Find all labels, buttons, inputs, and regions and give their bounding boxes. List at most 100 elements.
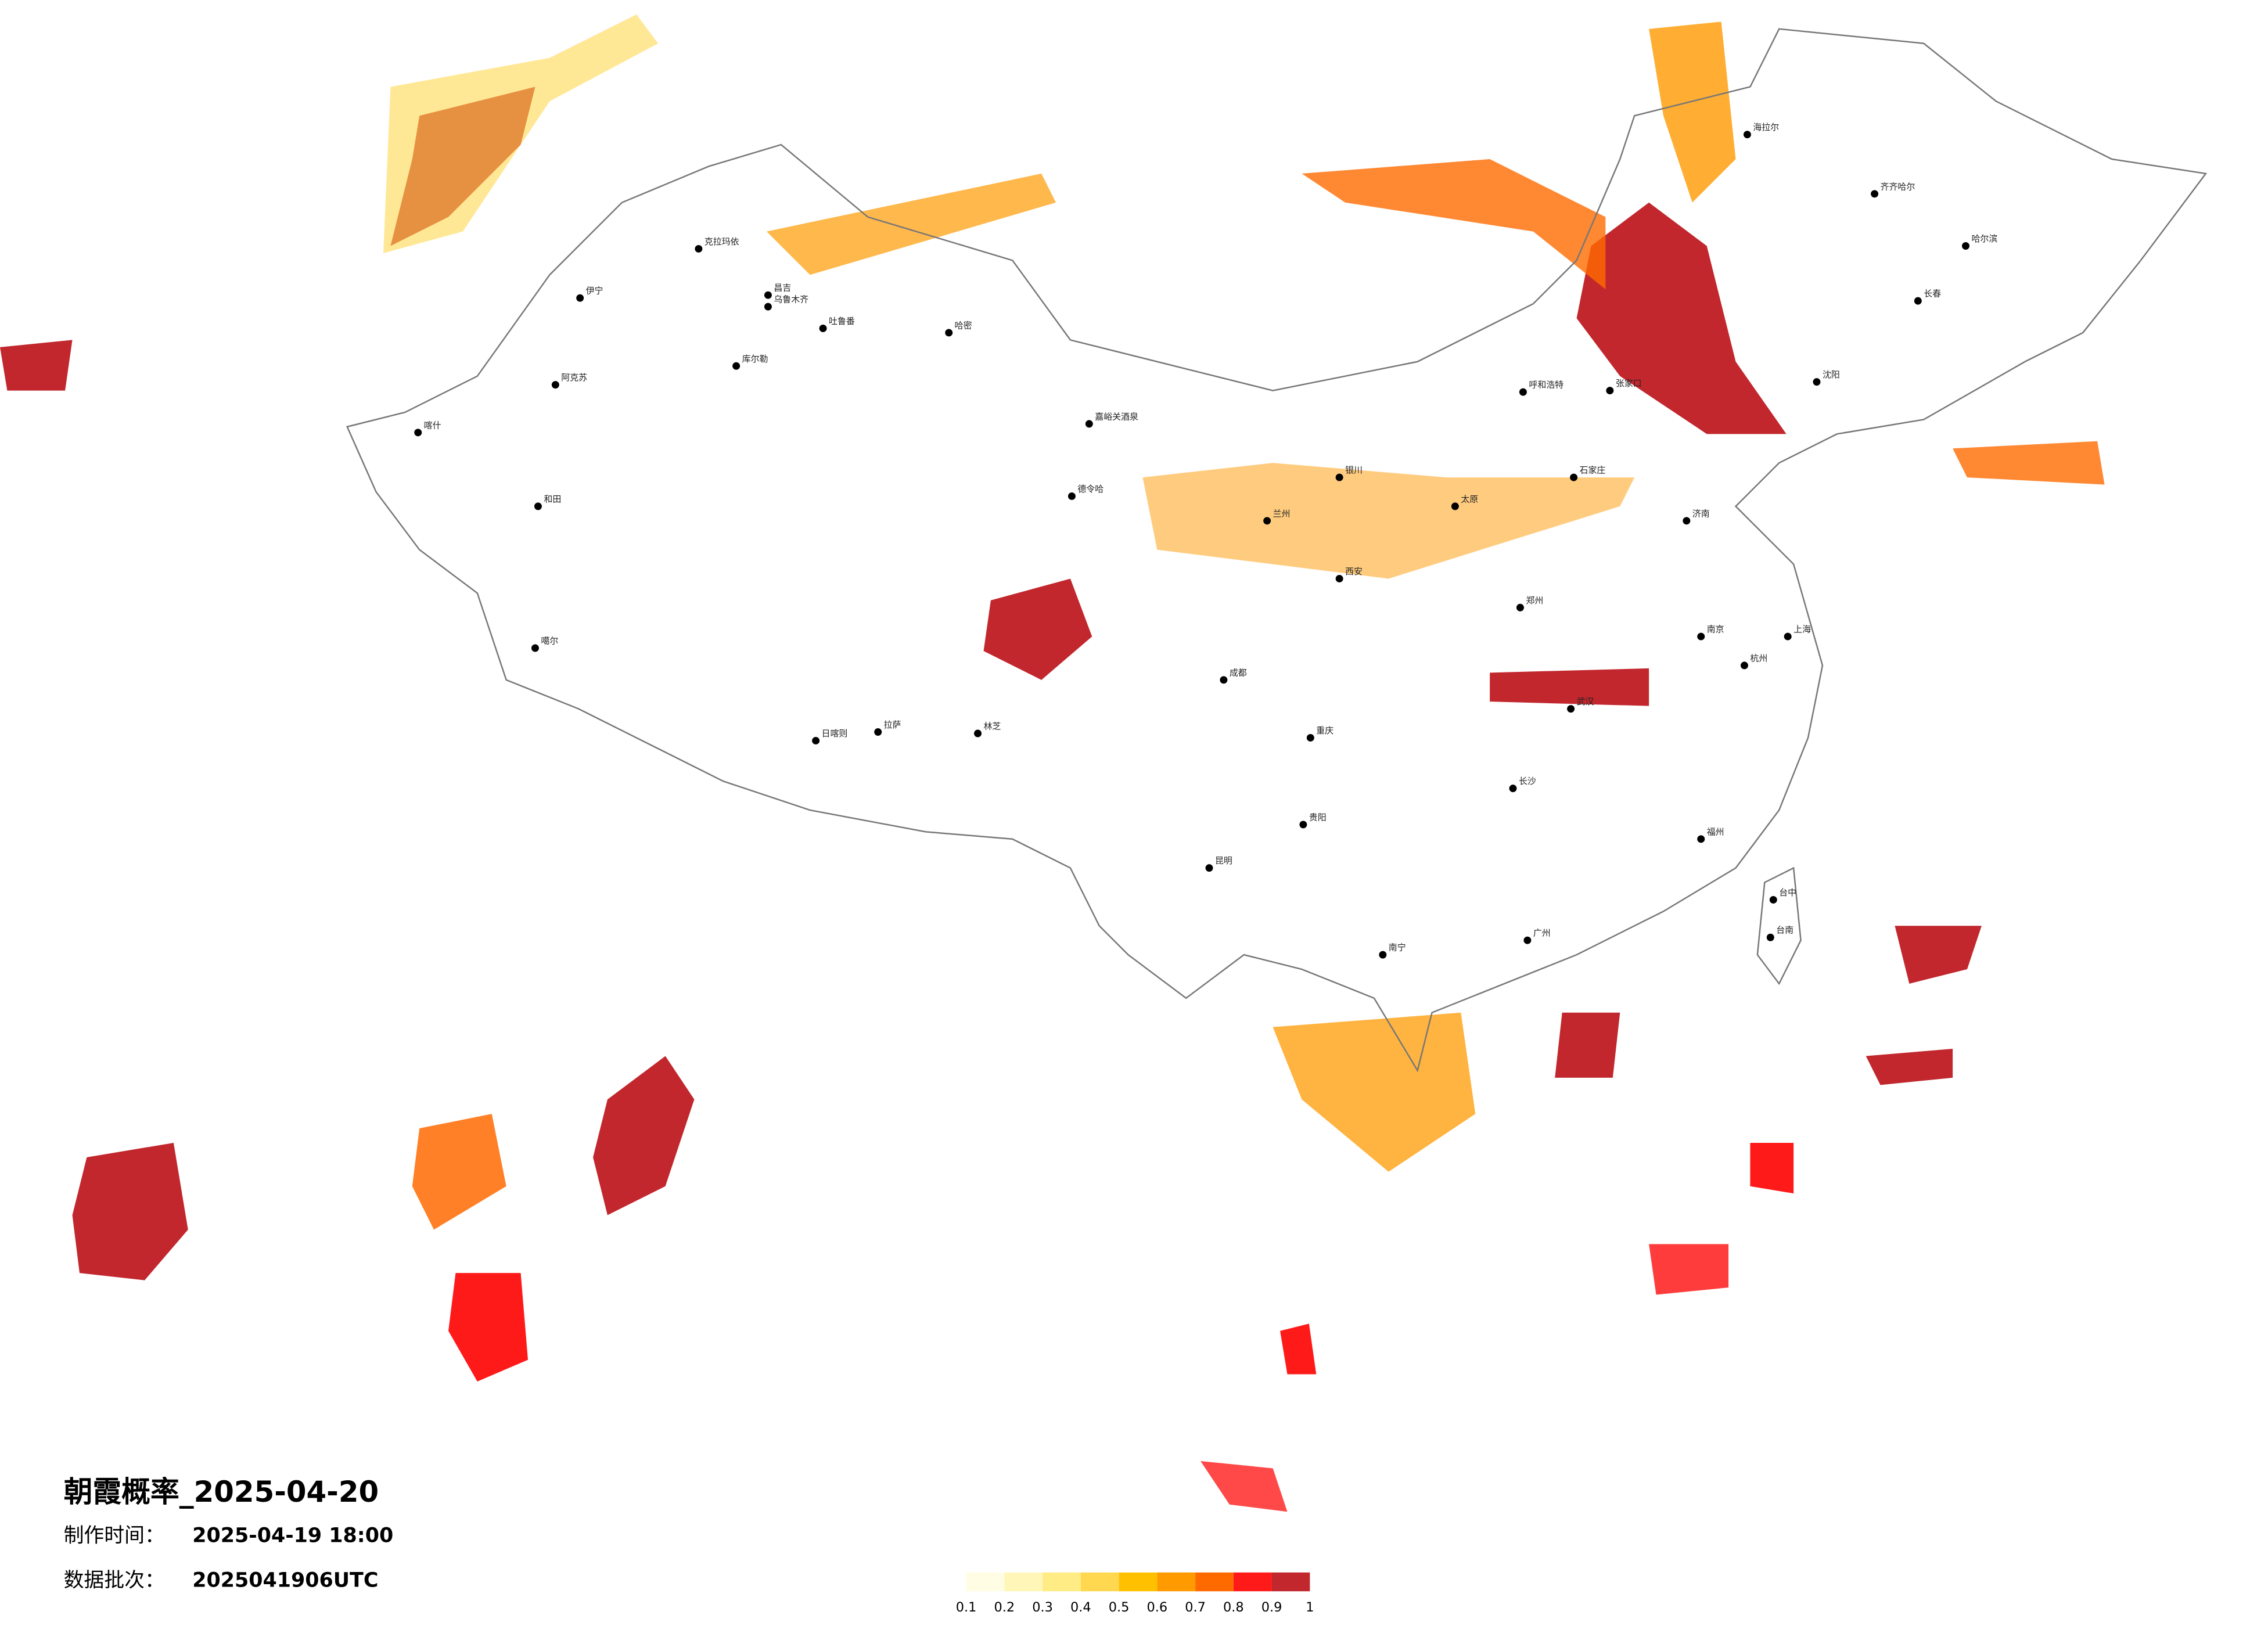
legend-tick-label: 0.1 [956, 1600, 977, 1615]
city-dot [764, 291, 772, 299]
city-label: 贵阳 [1309, 812, 1327, 822]
city-dot [1451, 502, 1459, 510]
prob-area [1490, 668, 1649, 706]
city-label: 吐鲁番 [829, 316, 855, 326]
legend-swatch [1004, 1572, 1043, 1592]
prob-area [0, 340, 73, 391]
city-label: 海拉尔 [1753, 122, 1779, 132]
city-label: 银川 [1345, 465, 1363, 476]
city-label: 哈密 [955, 320, 972, 330]
city-dot [1519, 388, 1527, 396]
city-label: 库尔勒 [742, 354, 768, 364]
prob-area [1201, 1461, 1288, 1512]
prob-area [593, 1056, 695, 1215]
info-value: 2025-04-19 18:00 [192, 1524, 393, 1548]
prob-area [448, 1273, 529, 1382]
city-label: 台南 [1776, 925, 1793, 936]
island-border [1756, 866, 1802, 985]
info-label: 制作时间： [64, 1524, 165, 1548]
city-label: 伊宁 [586, 286, 603, 296]
legend: 0.1 0.2 0.3 0.4 0.5 0.6 0.7 0.8 0.9 1 [956, 1572, 1314, 1615]
city-dot [974, 729, 982, 738]
city-label: 南京 [1707, 624, 1724, 635]
city-dot [531, 644, 539, 652]
city-label: 德令哈 [1077, 484, 1104, 494]
prob-area [1649, 21, 1736, 203]
city-label: 福州 [1707, 826, 1724, 837]
city-label: 齐齐哈尔 [1881, 181, 1915, 192]
prob-area [383, 14, 659, 253]
city-label: 郑州 [1526, 595, 1543, 606]
city-dot [1299, 821, 1307, 829]
prob-area [1866, 1049, 1953, 1085]
city-label: 重庆 [1316, 725, 1334, 736]
city-label: 太原 [1461, 494, 1478, 504]
legend-tick-label: 0.6 [1147, 1600, 1168, 1615]
city-dot [1306, 733, 1314, 742]
city-dot [1335, 473, 1343, 481]
city-dot [1962, 242, 1969, 250]
city-label: 克拉玛依 [705, 236, 739, 247]
legend-swatch [1043, 1572, 1081, 1592]
city-dot [534, 502, 542, 510]
city-dot [1813, 378, 1821, 386]
city-label: 沈阳 [1823, 369, 1840, 380]
city-dot [1085, 420, 1093, 428]
legend-swatch [1195, 1572, 1234, 1592]
map-title: 朝霞概率_2025-04-20 [64, 1475, 379, 1509]
info-value: 2025041906UTC [192, 1569, 378, 1592]
city-label: 成都 [1230, 667, 1247, 678]
city-label: 长春 [1924, 289, 1941, 299]
city-label: 杭州 [1750, 653, 1767, 663]
city-dot [945, 329, 953, 337]
city-label: 长沙 [1519, 776, 1536, 786]
prob-area [766, 173, 1056, 275]
city-dot [1914, 297, 1922, 305]
city-label: 南宁 [1389, 942, 1406, 953]
prob-area [412, 1114, 506, 1230]
city-label: 西安 [1345, 566, 1363, 577]
city-label: 呼和浩特 [1529, 380, 1563, 390]
city-label: 济南 [1692, 508, 1710, 519]
city-label: 拉萨 [884, 720, 901, 730]
city-label: 哈尔滨 [1971, 233, 1997, 244]
city-dot [1769, 895, 1777, 904]
city-label: 乌鲁木齐 [774, 294, 808, 305]
prob-area [1649, 1244, 1729, 1295]
city-label: 噶尔 [541, 636, 558, 646]
prob-area [1750, 1142, 1794, 1194]
city-dot [1743, 131, 1751, 139]
city-dot [1379, 951, 1387, 959]
city-label: 广州 [1533, 928, 1551, 938]
city-dot [1205, 864, 1213, 872]
prob-area [983, 578, 1092, 680]
city-label: 张家口 [1616, 378, 1642, 388]
city-dot [1335, 574, 1343, 582]
prob-area [1273, 1012, 1476, 1172]
city-label: 兰州 [1273, 508, 1291, 519]
legend-tick-label: 0.2 [994, 1600, 1015, 1615]
city-label: 林芝 [983, 721, 1001, 732]
legend-swatch [1271, 1572, 1310, 1592]
city-dot [1067, 492, 1076, 500]
city-label: 昆明 [1215, 855, 1232, 866]
info-label: 数据批次： [64, 1569, 165, 1592]
prob-area [72, 1142, 188, 1280]
city-dot [1606, 387, 1614, 395]
city-dot [1697, 835, 1705, 843]
legend-swatch [1080, 1572, 1119, 1592]
city-dot [764, 303, 772, 311]
city-label: 和田 [544, 494, 561, 504]
prob-area [1953, 441, 2105, 485]
prob-area [1576, 202, 1787, 434]
legend-tick-label: 0.9 [1261, 1600, 1282, 1615]
city-dot [1263, 517, 1271, 525]
city-label: 昌吉 [774, 283, 791, 293]
city-dot [1784, 632, 1792, 641]
legend-tick-label: 0.5 [1109, 1600, 1130, 1615]
legend-swatch [1157, 1572, 1196, 1592]
city-label: 上海 [1793, 624, 1811, 635]
